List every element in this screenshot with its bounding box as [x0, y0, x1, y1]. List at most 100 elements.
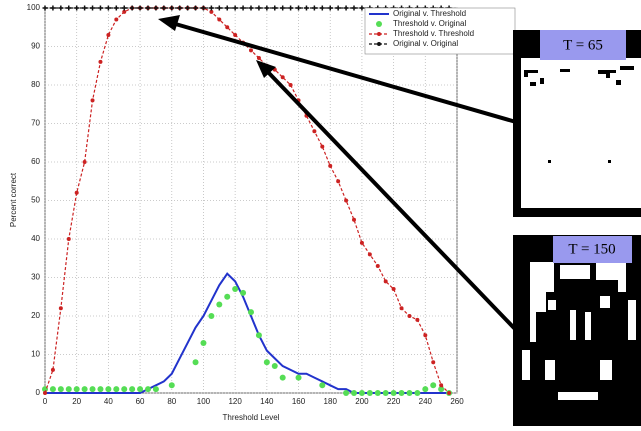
x-tick-label: 20	[72, 397, 81, 406]
point	[352, 217, 356, 222]
point	[50, 367, 55, 372]
point	[382, 390, 389, 396]
point	[89, 386, 96, 393]
point	[288, 83, 293, 87]
arrows	[158, 15, 518, 332]
point	[161, 5, 167, 11]
arrowhead	[158, 15, 180, 31]
point	[358, 390, 365, 396]
point	[263, 359, 270, 366]
point	[319, 5, 325, 11]
inset-label: T = 150	[568, 241, 615, 257]
point	[438, 386, 445, 393]
point	[217, 17, 222, 22]
point	[288, 5, 294, 11]
point	[122, 9, 127, 14]
legend-marker	[376, 21, 382, 27]
point	[49, 386, 56, 393]
point	[375, 263, 380, 268]
point	[121, 5, 127, 11]
x-tick-label: 120	[228, 397, 242, 406]
point	[343, 390, 350, 396]
x-tick-label: 100	[197, 397, 211, 406]
plot: 0 10 20 30 40 50 60 70 80 90 100 0 20 40 60 80 100 120 140…	[27, 3, 516, 406]
point	[399, 306, 404, 311]
x-tick-label: 180	[324, 397, 338, 406]
point	[152, 386, 159, 393]
x-tick-label: 160	[292, 397, 306, 406]
point	[74, 190, 79, 195]
point	[129, 5, 135, 11]
point	[105, 386, 112, 393]
y-tick-label: 20	[31, 311, 40, 320]
point	[193, 5, 199, 11]
point	[256, 56, 261, 61]
point	[50, 5, 56, 11]
point	[192, 359, 199, 366]
inset-label-box	[553, 236, 632, 263]
inset-label: T = 65	[563, 37, 603, 53]
point	[439, 383, 444, 388]
point	[336, 179, 341, 184]
point	[65, 386, 72, 393]
point	[279, 374, 286, 381]
point	[232, 286, 239, 293]
point	[383, 279, 388, 284]
point	[224, 5, 230, 11]
point	[113, 386, 120, 393]
point	[106, 32, 111, 37]
point	[145, 386, 151, 393]
x-tick-label: 60	[136, 397, 145, 406]
point	[311, 5, 317, 11]
x-tick-label: 80	[167, 397, 176, 406]
point	[366, 390, 373, 396]
point	[58, 306, 63, 311]
legend-marker	[377, 42, 381, 46]
point	[97, 386, 104, 393]
point	[422, 386, 429, 393]
point	[137, 5, 143, 11]
point	[256, 5, 262, 11]
y-tick-label: 10	[31, 350, 40, 359]
point	[343, 5, 349, 11]
inset-image	[521, 58, 641, 208]
point	[168, 382, 175, 389]
point	[320, 144, 325, 149]
x-tick-label: 240	[419, 397, 433, 406]
point	[351, 5, 357, 11]
point	[415, 317, 420, 322]
point	[82, 5, 88, 11]
y-tick-label: 70	[31, 119, 40, 128]
point	[185, 5, 191, 11]
point	[209, 9, 214, 14]
point	[233, 32, 238, 37]
point	[406, 390, 413, 396]
point	[447, 391, 452, 395]
point	[216, 5, 222, 11]
point	[271, 363, 278, 370]
point	[430, 382, 437, 389]
point	[351, 390, 357, 396]
point	[90, 5, 96, 11]
point	[42, 5, 48, 11]
point	[390, 390, 397, 396]
point	[81, 386, 88, 393]
point	[82, 160, 87, 164]
inset-65: T = 65	[513, 30, 641, 217]
point	[200, 5, 206, 11]
point	[359, 5, 365, 11]
legend-box	[364, 7, 516, 55]
point	[129, 386, 136, 393]
point	[145, 5, 151, 11]
point	[200, 339, 207, 346]
point	[264, 5, 270, 11]
point	[303, 5, 309, 11]
point	[97, 5, 103, 11]
point	[240, 289, 247, 296]
y-tick-label: 50	[31, 196, 40, 205]
arrowhead	[256, 60, 276, 78]
y-axis-label: Percent correct	[9, 172, 18, 227]
x-axis-label: Threshold Level	[223, 413, 280, 422]
